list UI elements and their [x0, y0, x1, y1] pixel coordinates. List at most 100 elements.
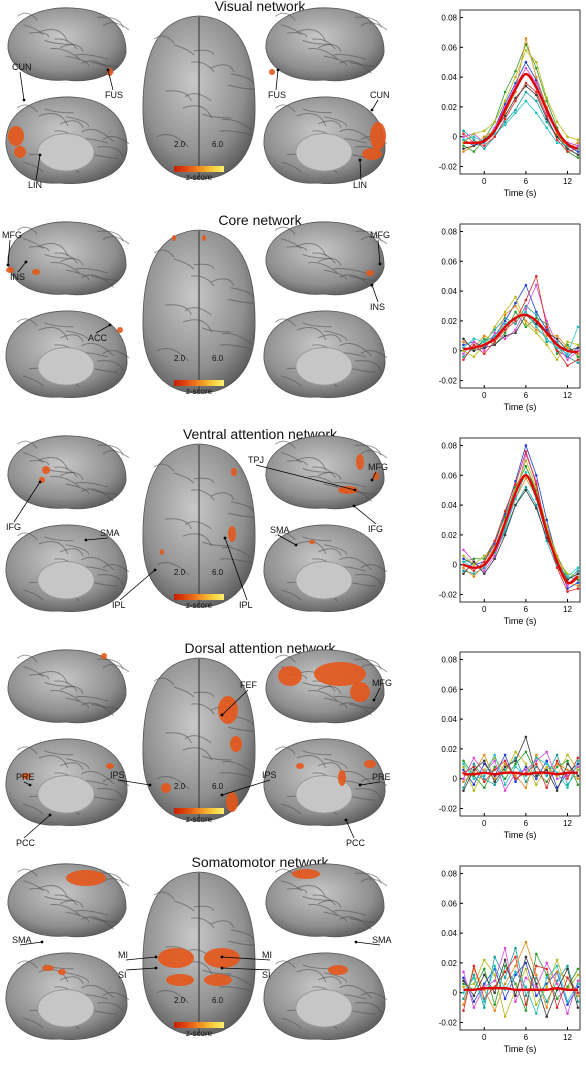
data-point: [493, 955, 496, 959]
region-label: SMA: [270, 525, 290, 535]
data-point: [482, 774, 486, 778]
data-point: [514, 955, 517, 959]
data-point: [472, 569, 476, 572]
data-point: [545, 1015, 549, 1018]
y-tick-label: 0: [453, 133, 458, 142]
data-point: [535, 283, 538, 287]
data-point: [524, 470, 528, 474]
y-tick-label: 0.06: [441, 685, 457, 694]
data-point: [514, 319, 517, 323]
data-point: [503, 117, 507, 121]
data-point: [535, 982, 538, 986]
data-point: [545, 780, 549, 784]
right-lateral-brain-view: [260, 432, 388, 519]
data-point: [503, 310, 507, 314]
data-point: [555, 958, 559, 962]
data-point: [503, 123, 507, 127]
y-tick-label: 0: [453, 989, 458, 998]
data-point: [503, 120, 507, 124]
data-point: [482, 569, 486, 572]
data-point: [493, 334, 496, 338]
region-label: MFG: [2, 230, 22, 240]
y-tick-label: 0: [453, 347, 458, 356]
subject-series-line: [463, 946, 579, 1010]
timecourse-chart: 0.08 0.06 0.04 0.02 0 -0.02 0 6 12 Time (s): [439, 865, 581, 1054]
activation-blob: [106, 763, 114, 769]
left-medial-brain-view: [2, 94, 130, 193]
data-point: [493, 120, 496, 124]
activation-blob: [202, 235, 206, 241]
data-point: [576, 156, 580, 159]
data-point: [524, 322, 528, 326]
region-label: SMA: [12, 935, 32, 945]
data-point: [535, 90, 538, 94]
right-lateral-brain-3: [265, 649, 388, 724]
activation-blob: [107, 68, 113, 76]
x-axis-label: Time (s): [504, 188, 537, 198]
y-tick-label: -0.02: [439, 591, 458, 600]
data-point: [472, 150, 476, 153]
colorbar-gradient: [174, 808, 224, 814]
data-point: [535, 313, 538, 317]
dorsal-brain-view: [140, 228, 258, 401]
data-point: [503, 946, 507, 950]
region-label: SI: [118, 970, 127, 980]
colorbar-min: 2.0: [174, 354, 186, 363]
data-point: [535, 325, 538, 329]
data-point: [524, 1009, 528, 1012]
data-point: [462, 358, 465, 361]
region-label: FEF: [240, 680, 257, 690]
x-tick-label: 6: [524, 177, 529, 186]
right-lateral-brain-0: [265, 7, 388, 82]
panel-title: Visual network: [214, 0, 306, 14]
data-point: [555, 759, 559, 763]
data-point: [535, 328, 538, 332]
y-tick-label: 0.02: [441, 317, 457, 326]
data-point: [514, 75, 517, 79]
data-point: [566, 768, 569, 772]
data-point: [503, 337, 507, 341]
y-tick-label: 0.08: [441, 869, 457, 878]
data-point: [503, 976, 507, 980]
data-point: [535, 1003, 538, 1006]
left-lateral-brain-2: [7, 435, 130, 510]
data-point: [514, 759, 517, 763]
panel-title: Ventral attention network: [182, 426, 338, 442]
data-point: [545, 762, 549, 766]
data-point: [514, 774, 517, 778]
left-lateral-brain-0: [7, 7, 130, 82]
data-point: [576, 144, 580, 147]
data-point: [524, 66, 528, 70]
region-label: CUN: [370, 90, 390, 100]
mean-response-curve: [463, 771, 578, 776]
data-point: [566, 964, 569, 968]
data-point: [472, 349, 476, 353]
data-point: [576, 982, 580, 986]
data-point: [493, 765, 496, 769]
data-point: [576, 346, 580, 350]
data-point: [514, 295, 517, 299]
data-point: [514, 69, 517, 73]
data-point: [462, 554, 465, 558]
data-point: [462, 789, 465, 792]
subject-series-line: [463, 955, 579, 1011]
activation-blob: [338, 770, 346, 786]
data-point: [514, 108, 517, 112]
data-point: [555, 789, 559, 792]
region-label: INS: [10, 272, 26, 282]
left-lateral-brain-3: [7, 649, 130, 724]
data-point: [503, 509, 507, 513]
data-point: [535, 60, 538, 64]
subject-series-line: [463, 757, 579, 789]
data-point: [503, 114, 507, 118]
x-axis-label: Time (s): [504, 616, 537, 626]
data-point: [576, 569, 580, 572]
data-point: [493, 777, 496, 781]
y-tick-label: 0.04: [441, 73, 457, 82]
data-point: [545, 961, 549, 965]
data-point: [482, 337, 486, 341]
subject-series-line: [463, 314, 579, 352]
data-point: [545, 774, 549, 778]
colorbar-min: 2.0: [174, 568, 186, 577]
colorbar-label: z-score: [185, 1029, 213, 1038]
